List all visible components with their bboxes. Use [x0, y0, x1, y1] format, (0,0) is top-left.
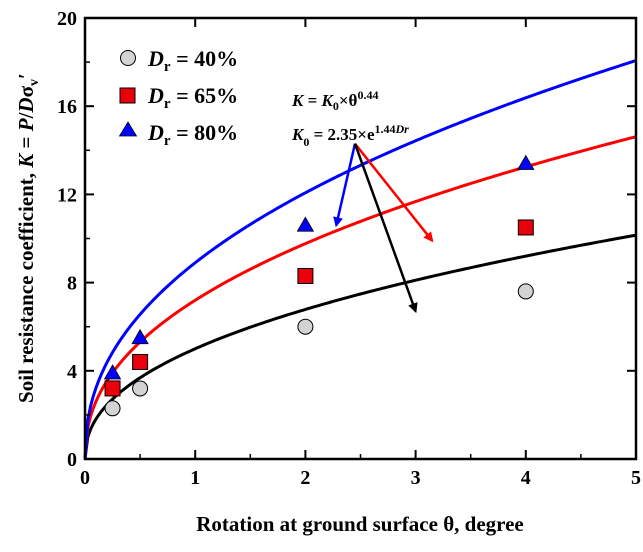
data-point-series-3 — [517, 154, 535, 170]
x-tick-label: 1 — [190, 467, 200, 489]
annotation-arrow-2 — [354, 142, 434, 243]
fit-curves — [83, 59, 637, 460]
legend-label-dr-65: Dr = 65% — [147, 83, 238, 112]
legend: Dr = 40% Dr = 65% Dr = 80% — [118, 46, 238, 149]
fit-curve-3 — [83, 59, 637, 460]
equation-k0: K0 = 2.35×e1.44Dr — [291, 122, 409, 149]
data-point-series-3 — [103, 364, 122, 380]
x-tick-label: 4 — [521, 467, 531, 489]
x-axis-title: Rotation at ground surface θ, degree — [196, 512, 524, 536]
data-points — [103, 154, 535, 417]
y-tick-label: 8 — [67, 273, 77, 295]
data-point-series-1 — [104, 400, 121, 417]
legend-marker-dr-40 — [120, 50, 136, 66]
data-point-series-3 — [131, 328, 149, 345]
y-tick-label: 12 — [57, 184, 77, 206]
legend-marker-dr-80 — [118, 121, 138, 137]
x-tick-label: 0 — [80, 467, 90, 489]
x-tick-label: 3 — [411, 467, 421, 489]
data-point-series-1 — [132, 380, 149, 397]
y-tick-label: 16 — [57, 96, 77, 118]
data-point-series-3 — [296, 216, 315, 232]
x-tick-label: 5 — [631, 467, 641, 489]
annotation-arrow-3 — [353, 143, 418, 314]
y-axis-title: Soil resistance coefficient, K = P/Dσv′ — [14, 73, 42, 403]
annotation-arrows — [333, 142, 434, 314]
y-tick-label: 20 — [57, 8, 77, 30]
legend-label-dr-80: Dr = 80% — [147, 120, 238, 149]
annotation-arrow-1 — [333, 143, 357, 228]
y-tick-label: 4 — [67, 361, 77, 383]
data-point-series-2 — [517, 219, 534, 236]
fit-curve-1 — [83, 233, 637, 460]
y-tick-label: 0 — [67, 449, 77, 471]
legend-marker-dr-65 — [119, 87, 136, 104]
data-point-series-1 — [517, 283, 534, 300]
data-point-series-2 — [104, 380, 121, 397]
data-point-series-2 — [297, 267, 314, 284]
data-point-series-1 — [297, 318, 314, 335]
x-tick-label: 2 — [300, 467, 310, 489]
equation-k: K = K0×θ0.44 — [291, 88, 378, 113]
fit-curve-2 — [83, 135, 637, 460]
data-point-series-2 — [132, 353, 149, 370]
legend-label-dr-40: Dr = 40% — [147, 46, 238, 75]
plot-frame — [83, 16, 638, 461]
